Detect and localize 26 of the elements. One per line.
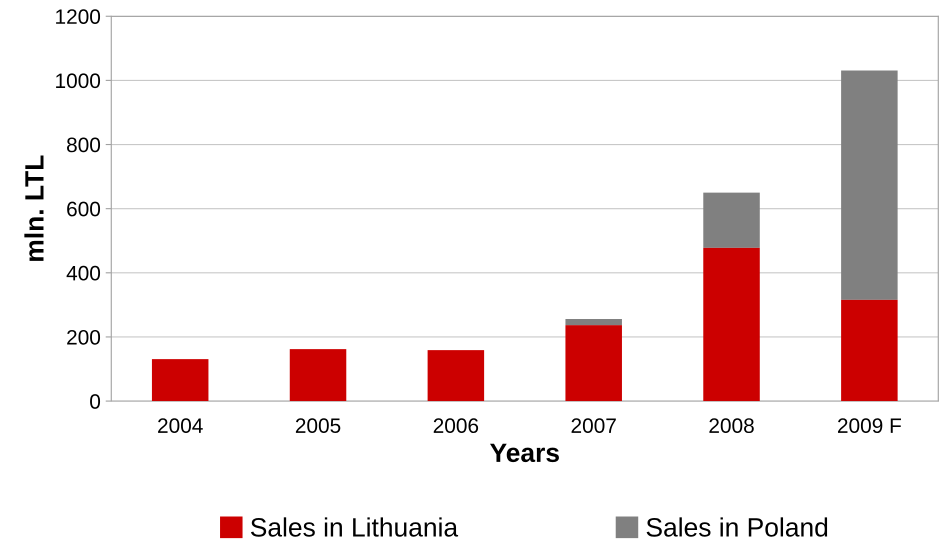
legend-label: Sales in Poland [646,517,828,537]
bar [841,300,898,402]
x-tick-label: 2007 [572,418,616,434]
bar [152,359,208,402]
y-tick-label: 600 [67,202,100,216]
bar [565,318,622,326]
y-tick-label: 800 [67,138,100,152]
bar [841,70,898,300]
y-tick-label: 1000 [56,73,100,88]
bar [290,349,346,402]
y-tick-label: 400 [66,266,100,281]
bar [428,350,484,402]
y-tick-label: 0 [90,394,100,409]
x-tick-label: 2004 [158,418,203,434]
bar [703,192,760,248]
y-tick-label: 200 [67,330,100,345]
bar [703,248,760,402]
x-tick-label: 2008 [709,418,754,434]
x-tick-label: 2006 [434,418,478,434]
y-axis-title: mln. LTL [24,155,44,261]
legend-label: Sales in Lithuania [250,517,458,537]
x-axis-title: Years [490,444,559,462]
x-tick-label: 2009 F [838,418,901,434]
bar [565,325,622,402]
x-tick-label: 2005 [296,418,340,434]
y-tick-label: 1200 [56,9,100,24]
